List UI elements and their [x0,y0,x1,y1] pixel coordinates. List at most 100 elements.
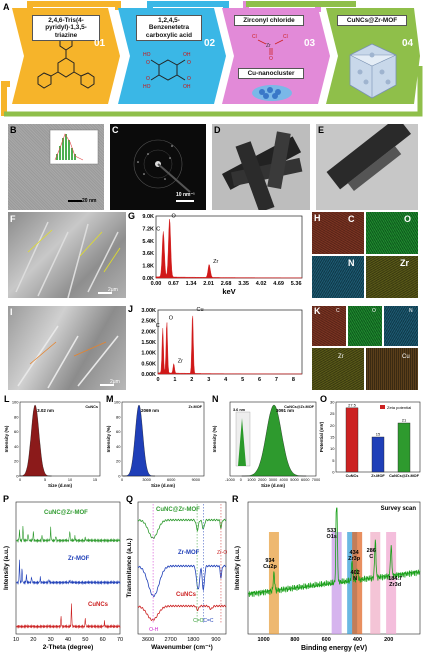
legend-swatch [380,405,385,409]
y-tick-label: 3.00K [141,308,156,314]
x-tick-label: 3000 [269,478,277,482]
peak-band [386,532,397,634]
x-axis-title: Wavenumber (cm⁻¹) [151,644,213,651]
x-tick-label: 5 [241,377,244,383]
series-label: Zr-MOF [68,556,90,562]
x-tick-label: 1.34 [186,281,198,287]
peak-label: Zr [178,358,183,364]
x-tick-label: 7 [275,377,278,383]
x-tick-label: 200 [384,637,393,643]
y-tick-label: 0 [16,474,19,479]
x-tick-label: 4.69 [273,281,284,287]
y-tick-label: 60 [116,429,121,434]
eds-map-k-zr [312,348,364,390]
panel-label-q: Q [126,494,134,504]
eds-map-k: C O N Zr Cu [312,306,418,390]
panel-label-m: M [106,394,114,404]
eds-map-c [312,212,364,254]
ftir-chart-q: CuNC@Zr-MOF Zr-MOF CuNCs O-H C=O C=C Zr-O 3600 2… [126,501,227,651]
svg-text:O: O [146,60,150,66]
x-tick-label: 2.01 [203,281,214,287]
panel-label-g: G [128,211,136,221]
step-3-label: Zirconyl chloride [234,15,304,27]
y-axis-title: Intensity (a.u.) [234,546,241,590]
xrd-chart-p: CuNC@Zr-MOF Zr-MOF CuNCs 10 20 30 40 50 60 70 2-Th… [3,501,123,651]
y-tick-label: 80 [14,414,19,419]
y-tick-label: 3.6K [142,251,154,257]
plot-frame [157,309,303,375]
panel-label-b: B [10,125,17,135]
x-tick-label: 2700 [165,637,177,643]
svg-text:O: O [187,60,191,66]
y-axis-title: Intensity (a.u.) [3,546,10,590]
x-tick-label: 6 [258,377,261,383]
x-axis-title: keV [222,287,235,296]
category-label: CuNCs@Zr-MOF [389,474,420,478]
y-tick-label: 100 [114,400,121,405]
series-label: CuNC@Zr-MOF [156,507,200,513]
x-tick-label: 0 [156,377,159,383]
series-line [137,604,227,622]
data-label: 15 [376,432,381,437]
y-axis-title: Potential (mV) [319,421,324,452]
svg-text:O: O [187,76,191,82]
peak-value-label: 184.7 [388,576,402,582]
step-4-label: CuNCs@Zr-MOF [337,15,407,27]
x-tick-label: 0.00 [151,281,162,287]
x-tick-label: 0.67 [168,281,179,287]
x-tick-label: 7000 [312,478,320,482]
eds-label-o: O [404,214,412,224]
scalebar-c: 10 nm⁻¹ [176,192,195,198]
eds-k-label-zr: Zr [338,354,344,360]
y-tick-label: 7.2K [142,226,154,232]
inset-distribution-area [238,418,246,466]
panel-label-k: K [314,306,321,316]
peak-value-label: 934 [265,558,275,564]
edx-chart-g: 0.0K 1.8K 3.6K 5.4K 7.2K 9.0K 0.00 0.67 1.34 2.01… [142,213,303,296]
inset-annotation: 3.6 nm [233,408,246,412]
series-line [137,518,227,540]
peak-value-label: 533 [327,528,336,534]
y-axis-title: Transmitance (a.u.) [126,538,133,597]
x-tick-label: 1000 [247,478,255,482]
saed-image-c: 10 nm⁻¹ [110,124,206,210]
distribution-area [241,404,307,477]
bar [371,436,385,473]
eds-label-zr: Zr [400,258,409,268]
y-tick-label: 100 [12,400,19,405]
x-tick-label: 1800 [187,637,199,643]
eds-map-k-cu [366,348,418,390]
x-tick-label: 4 [224,377,228,383]
x-tick-label: 3000 [142,478,150,482]
x-tick-label: 400 [353,637,362,643]
plot-frame [15,501,121,635]
y-tick-label: 5 [332,458,335,463]
y-tick-label: 20 [116,459,121,464]
eds-label-n: N [348,258,355,268]
peak-element-label: O1s [326,534,336,540]
peak-band [347,532,358,634]
x-tick-label: 5.36 [291,281,302,287]
series-label: CuNC@Zr-MOF [44,510,88,516]
x-tick-label: 0 [121,478,123,482]
panel-label-a: A [3,2,10,12]
band-annotation: C=C [203,618,214,624]
svg-text:OH: OH [183,84,191,90]
y-tick-label: 30 [330,400,335,405]
x-axis-title: Size (d.nm) [48,483,73,488]
series-line [15,559,121,585]
step-2-number: 02 [204,38,216,49]
x-tick-label: 4000 [280,478,288,482]
eds-k-label-c: C [336,308,340,314]
x-tick-label: 10 [68,478,72,482]
x-tick-label: 70 [117,637,123,643]
bar [345,407,359,473]
panel-label-p: P [3,494,10,504]
bar [397,422,411,473]
x-tick-label: -1000 [225,478,235,482]
zr-formula-o: O [269,56,273,62]
svg-text:O: O [146,76,150,82]
chart-title: CuNCs@Zr-MOF [284,405,315,409]
x-tick-label: 900 [211,637,220,643]
